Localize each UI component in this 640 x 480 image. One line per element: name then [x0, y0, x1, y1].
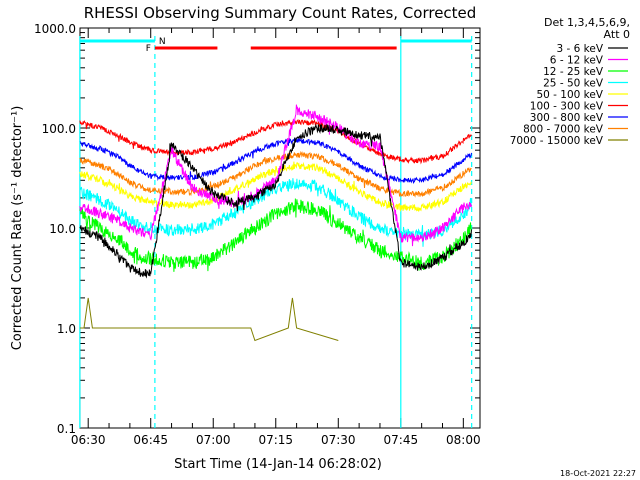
- x-tick-label: 06:30: [71, 433, 106, 447]
- chart-title: RHESSI Observing Summary Count Rates, Co…: [84, 4, 477, 22]
- legend-label: 7000 - 15000 keV: [510, 135, 604, 147]
- x-tick-label: 06:45: [133, 433, 168, 447]
- legend-label: 800 - 7000 keV: [523, 124, 604, 136]
- legend-label: 300 - 800 keV: [530, 112, 604, 124]
- night-label: N: [159, 37, 166, 47]
- legend-label: 3 - 6 keV: [556, 43, 603, 55]
- x-axis: 06:30 06:45 07:00 07:15 07:30 07:45 08:00: [71, 28, 481, 447]
- y-tick-label: 0.1: [57, 422, 76, 436]
- series-line: [79, 118, 472, 165]
- series-line: [79, 150, 472, 198]
- legend-label: 100 - 300 keV: [530, 101, 604, 113]
- x-tick-label: 07:30: [321, 433, 356, 447]
- attenuator-label: F: [146, 44, 151, 54]
- x-axis-label: Start Time (14-Jan-14 06:28:02): [174, 457, 382, 472]
- y-tick-label: 100.0: [42, 122, 76, 136]
- series-layer: [79, 104, 472, 342]
- y-axis-label: Corrected Count Rate (s⁻¹ detector⁻¹): [10, 106, 25, 351]
- x-tick-label: 07:45: [384, 433, 419, 447]
- legend-label: 25 - 50 keV: [543, 78, 604, 90]
- series-line: [79, 198, 472, 272]
- series-line: [79, 123, 472, 279]
- x-tick-label: 07:15: [258, 433, 293, 447]
- y-tick-label: 1.0: [57, 322, 76, 336]
- legend-header-2: Att 0: [604, 28, 630, 41]
- series-line: [79, 297, 339, 342]
- x-tick-label: 07:00: [196, 433, 231, 447]
- legend-label: 6 - 12 keV: [550, 55, 604, 67]
- x-tick-label: 08:00: [446, 433, 481, 447]
- y-tick-label: 1000.0: [34, 22, 76, 36]
- y-tick-label: 10.0: [49, 222, 76, 236]
- series-line: [79, 161, 472, 213]
- series-line: [79, 178, 472, 247]
- footer-date: 18-Oct-2021 22:27: [560, 469, 636, 478]
- legend-label: 12 - 25 keV: [543, 66, 604, 78]
- series-line: [79, 137, 472, 185]
- legend-header-1: Det 1,3,4,5,6,9,: [544, 16, 630, 29]
- legend-label: 50 - 100 keV: [536, 89, 603, 101]
